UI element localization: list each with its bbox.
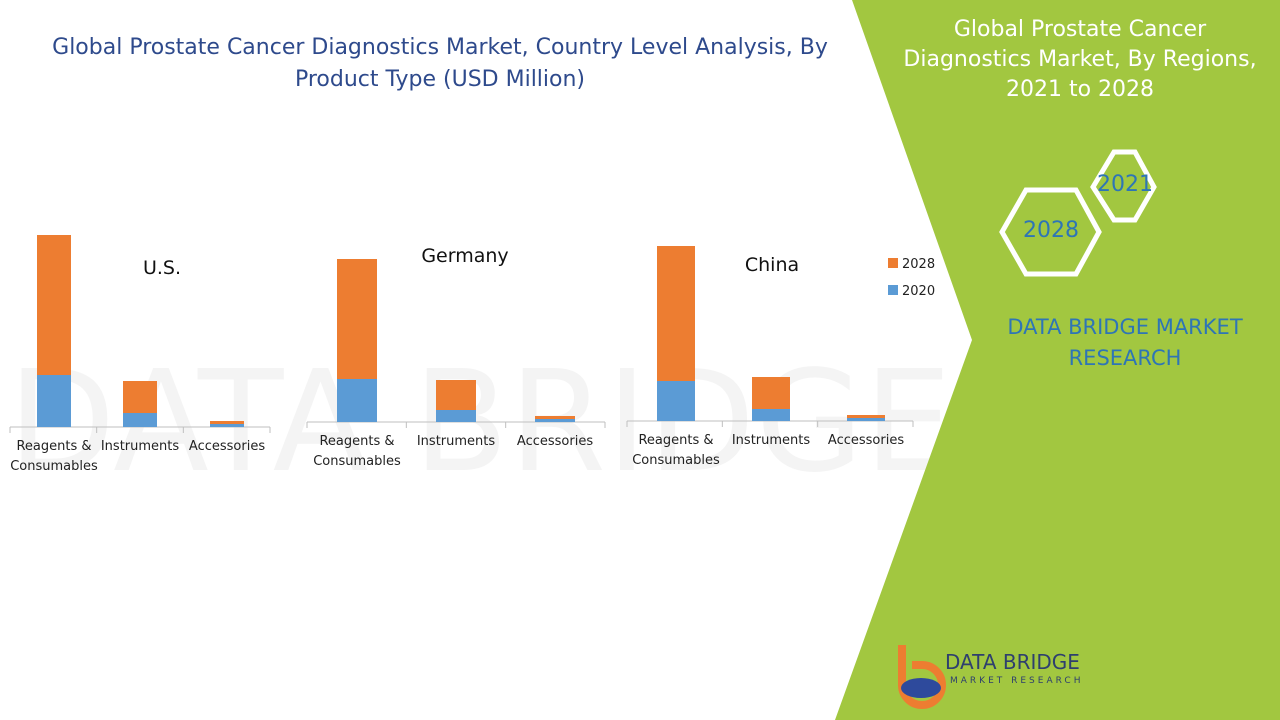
bar-segment xyxy=(436,380,476,410)
bar-segment xyxy=(123,413,157,427)
bar-segment xyxy=(752,409,790,421)
x-tick-label: Accessories xyxy=(188,439,266,454)
bar-segment xyxy=(123,381,157,413)
logo-mark xyxy=(898,645,946,709)
bar-segment xyxy=(337,379,377,422)
page-title: Global Prostate Cancer Diagnostics Marke… xyxy=(52,35,828,92)
hexagon xyxy=(1090,149,1157,223)
logo-text: DATA BRIDGE xyxy=(945,650,1080,674)
bar-segment xyxy=(37,235,71,375)
x-tick-label: Instruments xyxy=(416,434,496,449)
chart-title: Germany xyxy=(421,245,508,267)
legend-label: 2028 xyxy=(902,257,935,272)
bar-segment xyxy=(847,415,885,418)
chart-title: China xyxy=(745,254,799,276)
side-panel xyxy=(835,0,1280,720)
legend-swatch xyxy=(888,285,898,295)
x-tick-label: Accessories xyxy=(827,433,905,448)
bar-segment xyxy=(657,246,695,381)
hex-label: 2021 xyxy=(1097,172,1153,197)
brand: DATA BRIDGE MARKET RESEARCH xyxy=(1007,315,1243,370)
x-tick-label: Reagents & Consumables xyxy=(313,434,401,469)
bar-segment xyxy=(210,424,244,427)
logo-sub: MARKET RESEARCH xyxy=(950,676,1084,686)
legend-label: 2020 xyxy=(902,284,935,299)
panel-title: Global Prostate Cancer Diagnostics Marke… xyxy=(903,17,1257,102)
chart-title: U.S. xyxy=(143,257,181,279)
legend-swatch xyxy=(888,258,898,268)
bar-segment xyxy=(210,421,244,424)
x-tick-label: Accessories xyxy=(516,434,594,449)
x-tick-label: Instruments xyxy=(731,433,811,448)
hex-label: 2028 xyxy=(1023,218,1079,243)
x-tick-label: Reagents & Consumables xyxy=(632,433,720,468)
bar-segment xyxy=(535,416,575,419)
bar-segment xyxy=(337,259,377,379)
bar-segment xyxy=(752,377,790,409)
bar-segment xyxy=(535,419,575,422)
hexagon xyxy=(999,187,1102,277)
x-tick-label: Instruments xyxy=(100,439,180,454)
bar-segment xyxy=(37,375,71,427)
bar-segment xyxy=(436,410,476,422)
bar-segment xyxy=(847,418,885,421)
logo-mark xyxy=(901,678,941,698)
x-tick-label: Reagents & Consumables xyxy=(10,439,98,474)
bar-segment xyxy=(657,381,695,421)
